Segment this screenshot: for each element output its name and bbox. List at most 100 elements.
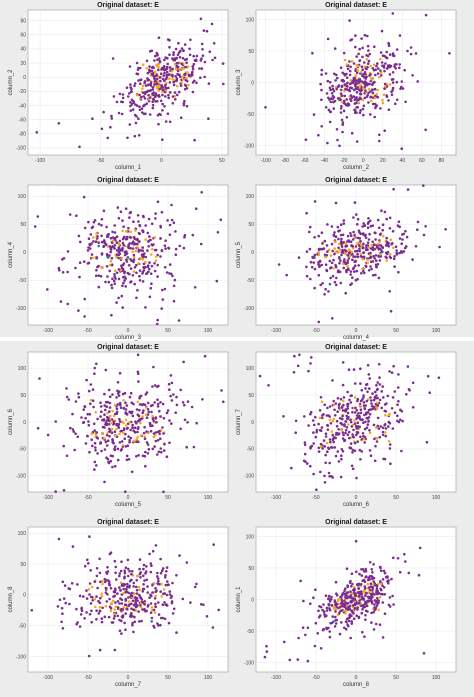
scatter-point [105,225,108,229]
scatter-point [328,81,332,84]
scatter-point [348,436,351,440]
scatter-point [361,597,365,601]
scatter-point [174,230,177,233]
scatter-point [391,396,395,399]
scatter-point [174,47,178,51]
scatter-point [331,379,334,382]
scatter-point [343,89,346,93]
scatter-point [362,246,365,250]
scatter-point [103,392,106,396]
scatter-point [334,235,338,238]
scatter-point [110,313,113,317]
scatter-point [129,109,133,112]
scatter-point [141,590,144,593]
scatter-point [68,602,71,606]
scatter-point [337,85,340,88]
scatter-point [339,609,342,613]
scatter-point [131,274,135,277]
scatter-point [187,83,190,87]
scatter-point [174,253,178,256]
scatter-point [323,613,326,616]
scatter-point [57,537,61,541]
scatter-point [332,89,336,93]
scatter-point [330,261,334,265]
scatter-point [388,447,392,450]
scatter-point [153,77,156,80]
scatter-point [359,435,362,439]
scatter-point [125,258,128,261]
scatter-point [367,246,371,249]
scatter-point [114,601,117,604]
scatter-point [375,394,378,397]
scatter-point [113,612,116,616]
scatter-point [119,581,123,584]
scatter-point [334,580,338,584]
scatter-point [164,120,168,123]
scatter-point [86,412,89,416]
scatter-point [357,264,361,267]
scatter-point [120,440,124,443]
scatter-point [62,597,66,600]
scatter-point [356,236,360,240]
scatter-point [151,247,154,251]
scatter-point [87,237,91,240]
scatter-point [161,93,164,97]
scatter-point [142,95,146,98]
scatter-point [326,223,329,226]
x-axis-label: column_4 [343,335,370,341]
scatter-point [382,569,386,573]
scatter-point [120,632,123,635]
scatter-point [128,584,131,588]
scatter-point [342,396,346,399]
scatter-point [391,12,395,15]
scatter-point [123,270,126,274]
scatter-point [156,80,160,83]
scatter-point [389,238,393,242]
scatter-point [189,38,192,42]
scatter-point [129,104,132,108]
scatter-point [361,267,364,271]
scatter-point [359,83,362,86]
scatter-point [349,636,353,640]
scatter-point [82,260,86,263]
scatter-point [110,431,114,435]
scatter-point [99,274,103,278]
scatter-point [144,572,147,575]
scatter-point [329,440,332,444]
scatter-point [152,91,155,94]
scatter-point [159,79,162,83]
scatter-point [99,405,103,408]
scatter-point [110,256,114,260]
scatter-point [335,73,338,77]
scatter-point [351,276,354,280]
scatter-point [150,594,153,598]
scatter-point [92,236,95,239]
scatter-point [104,408,107,412]
scatter-point [160,68,163,71]
scatter-point [139,249,143,252]
scatter-point [314,621,318,625]
scatter-point [148,267,151,271]
scatter-point [143,579,146,582]
scatter-point [348,398,351,402]
scatter-point [387,413,391,417]
scatter-point [391,81,395,84]
scatter-point [113,614,116,618]
scatter-point [418,546,422,550]
scatter-point [364,613,367,617]
scatter-point [347,257,351,260]
scatter-point [393,254,396,258]
scatter-point [368,232,371,236]
scatter-points [30,535,220,658]
scatter-point [86,558,89,562]
scatter-point [302,599,305,603]
scatter-point [195,54,199,58]
scatter-point [327,603,331,606]
scatter-point [374,444,377,448]
scatter-points [36,353,225,494]
scatter-point [124,418,128,422]
scatter-point [101,418,104,422]
x-tick-label: -100 [271,328,281,334]
scatter-point [85,589,88,592]
scatter-point [158,112,161,116]
